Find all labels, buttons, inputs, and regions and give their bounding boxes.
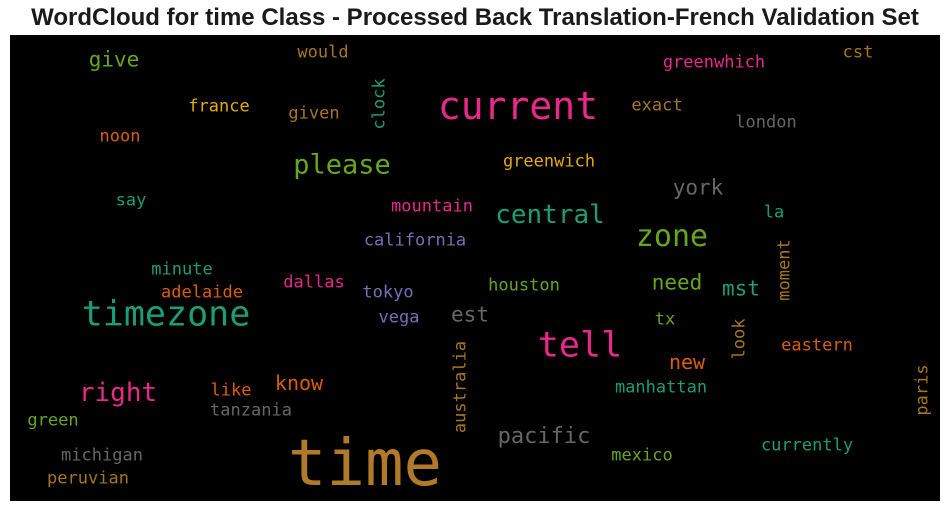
word-peruvian: peruvian — [47, 468, 129, 489]
word-time: time — [287, 427, 443, 501]
word-pacific: pacific — [497, 424, 591, 449]
word-currently: currently — [760, 435, 854, 456]
word-new: new — [668, 350, 706, 374]
chart-title: WordCloud for time Class - Processed Bac… — [31, 4, 919, 31]
word-green: green — [27, 410, 79, 431]
word-mountain: mountain — [391, 196, 473, 217]
word-houston: houston — [488, 275, 560, 296]
word-clock: clock — [369, 78, 390, 130]
word-mst: mst — [722, 276, 760, 301]
wordcloud-canvas: time current timezone tell zone please central… — [10, 35, 940, 501]
word-greenwhich: greenwhich — [662, 52, 766, 73]
word-need: need — [651, 270, 703, 295]
word-dallas: dallas — [283, 272, 345, 293]
word-vega: vega — [378, 307, 420, 328]
word-cst: cst — [842, 42, 874, 63]
word-current: current — [437, 84, 599, 128]
word-california: california — [363, 230, 467, 251]
word-france: france — [188, 96, 250, 117]
word-give: give — [88, 47, 140, 72]
word-tx: tx — [654, 309, 676, 330]
word-tell: tell — [537, 325, 623, 366]
word-greenwich: greenwich — [502, 151, 596, 172]
word-look: look — [729, 318, 750, 360]
word-york: york — [672, 175, 724, 200]
word-would: would — [297, 42, 349, 63]
word-michigan: michigan — [61, 445, 143, 466]
word-right: right — [78, 378, 158, 408]
word-tokyo: tokyo — [362, 282, 414, 303]
word-noon: noon — [99, 126, 141, 147]
word-adelaide: adelaide — [161, 282, 243, 303]
word-like: like — [210, 380, 252, 401]
word-central: central — [495, 200, 605, 230]
word-say: say — [115, 190, 147, 211]
word-moment: moment — [774, 239, 795, 301]
word-given: given — [288, 103, 340, 124]
word-paris: paris — [912, 364, 933, 416]
word-eastern: eastern — [781, 335, 853, 356]
word-la: la — [763, 202, 785, 223]
word-minute: minute — [151, 259, 213, 280]
word-tanzania: tanzania — [210, 400, 292, 421]
word-mexico: mexico — [611, 445, 673, 466]
word-manhattan: manhattan — [614, 377, 708, 398]
word-exact: exact — [631, 95, 683, 116]
word-zone: zone — [635, 219, 709, 254]
word-london: london — [735, 112, 797, 133]
word-timezone: timezone — [81, 294, 251, 335]
word-know: know — [274, 371, 324, 395]
word-australia: australia — [450, 340, 471, 434]
word-please: please — [293, 149, 391, 181]
word-est: est — [451, 302, 489, 327]
